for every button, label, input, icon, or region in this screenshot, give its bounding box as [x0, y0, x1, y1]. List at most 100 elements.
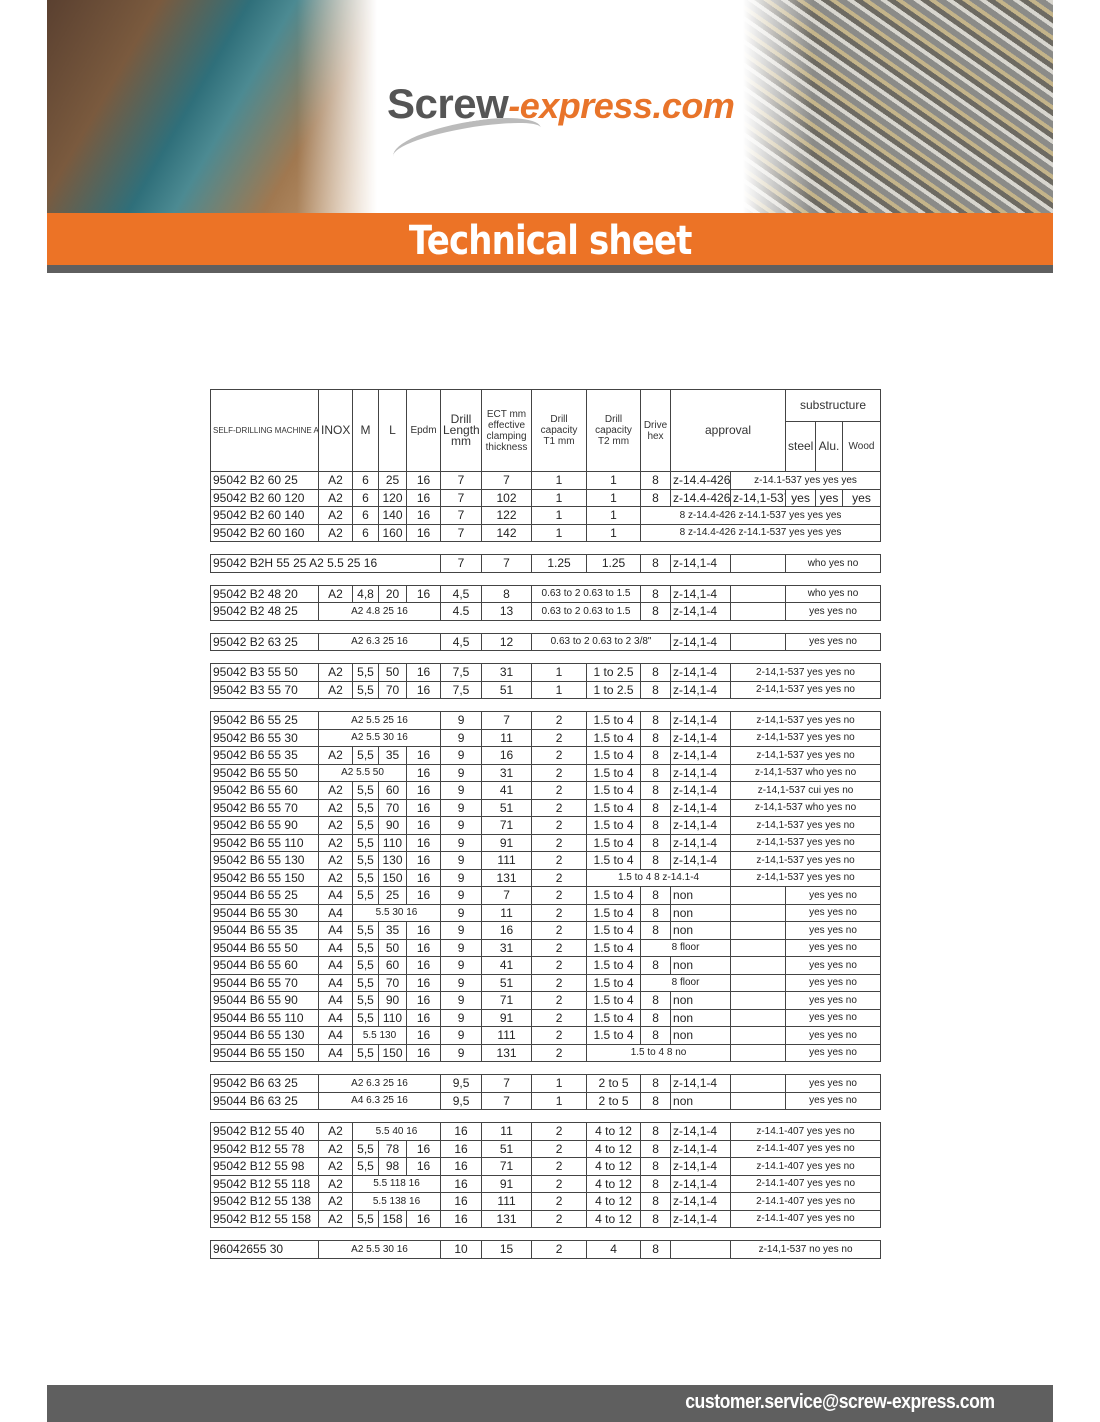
cell-m: 5.5 130 [352, 1026, 407, 1045]
table-row: 96042655 30 A2 5.5 30 16 10 15 2 4 8 z-14,1-537… [210, 1240, 882, 1259]
cell-article-code: 95042 B12 55 138 [210, 1192, 319, 1211]
cell-inox: A2 [318, 1157, 353, 1176]
cell-ect: 51 [481, 798, 533, 817]
cell-drill-t2: 4 [586, 1240, 642, 1259]
cell-l: 130 [378, 851, 407, 870]
cell-approval-2 [730, 602, 786, 621]
cell-drill-t1: 2 [531, 938, 588, 957]
cell-drive: 8 [640, 1209, 672, 1228]
cell-inox: A2 5.5 50 [318, 763, 407, 782]
cell-approval-2: z-14,1-537 yes yes no [730, 833, 882, 852]
cell-article-code: 95042 B6 55 50 [210, 763, 319, 782]
cell-epdm: 16 [405, 991, 442, 1010]
table-row: 95042 B3 55 70 A2 5,5 70 16 7,5 51 1 1 to 2.5 8 z-… [210, 680, 882, 699]
cell-ect: 51 [481, 1139, 533, 1158]
cell-drill-t2: 1.5 to 4 8 no [586, 1043, 732, 1062]
cell-inox: A4 [318, 991, 353, 1010]
cell-drill-t1: 1 [531, 1074, 588, 1093]
cell-m: 5,5 [352, 868, 379, 887]
cell-epdm: 16 [405, 1139, 442, 1158]
cell-article-code: 95042 B6 55 30 [210, 728, 319, 747]
logo-secondary: -express.com [508, 85, 735, 126]
cell-ect: 51 [481, 680, 532, 699]
cell-m: 6 [352, 488, 379, 507]
cell-drive: 8 [640, 711, 672, 730]
cell-drill-t2: 1 to 2.5 [586, 663, 641, 682]
cell-approval: z-14.4-426 [670, 471, 731, 490]
cell-article-code: 95044 B6 55 110 [210, 1008, 319, 1027]
cell-approval: z-14,1-4 [670, 1122, 732, 1141]
cell-drill-t1: 2 [531, 798, 588, 817]
cell-drill-t1: 2 [531, 1174, 588, 1193]
header-alu: Alu. [815, 421, 843, 472]
cell-drive: 8 [640, 471, 671, 490]
cell-inox: A2 [318, 663, 353, 682]
table-row: 95042 B6 55 60 A2 5,5 60 16 9 41 2 1.5 to 4 8 z-14… [210, 781, 882, 800]
cell-drill-t1: 2 [531, 1240, 588, 1259]
cell-l: 140 [378, 506, 407, 525]
cell-m: 5.5 30 16 [351, 903, 442, 922]
cell-approval-2 [730, 921, 787, 940]
table-row: 95042 B2 60 120 A2 6 120 16 7 102 1 1 8 z-14.4-426… [210, 488, 882, 507]
header-t1: Drill capacity T1 mm [531, 389, 587, 472]
table-row: 95042 B6 55 50 A2 5.5 50 16 9 31 2 1.5 to 4 8 z-… [210, 763, 882, 782]
cell-m: 5,5 [352, 663, 379, 682]
table-row: 95042 B12 55 118 A2 5.5 118 16 16 91 2 4 to 12… [210, 1174, 882, 1193]
table-row: 95042 B6 55 90 A2 5,5 90 16 9 71 2 1.5 to 4 8 z-14… [210, 816, 882, 835]
cell-approval-2: z-14,1-537 yes yes no [730, 711, 882, 730]
cell-drill-t1: 1 [531, 506, 587, 525]
cell-drive: 8 [640, 554, 671, 573]
table-row: 95042 B3 55 50 A2 5,5 50 16 7,5 31 1 1 to 2.5 8 z-… [210, 663, 882, 682]
page-title: Technical sheet [408, 218, 692, 264]
cell-approval-2: 2-14,1-537 yes yes no [729, 680, 882, 699]
table-row: 95044 B6 55 110 A4 5,5 110 16 9 91 2 1.5 to 4 8 no… [210, 1008, 882, 1027]
cell-drive: 8 [640, 991, 672, 1010]
cell-m: 5,5 [352, 973, 379, 992]
cell-article-code: 95042 B12 55 78 [210, 1139, 319, 1158]
cell-ect: 71 [481, 1157, 533, 1176]
cell-drill-t1: 2 [531, 816, 588, 835]
cell-inox: A2 [318, 851, 353, 870]
cell-ect: 13 [481, 602, 532, 621]
cell-approval-2 [730, 584, 786, 603]
cell-approval: non [670, 1008, 732, 1027]
cell-drill-t2: 4 to 12 [586, 1157, 642, 1176]
cell-m: 5,5 [352, 798, 379, 817]
cell-drill-t2: 1.5 to 4 8 z-14.1-4 [586, 868, 732, 887]
cell-inox: A2 [318, 781, 353, 800]
contact-email[interactable]: customer.service@screw-express.com [685, 1391, 996, 1413]
cell-article-code: 95042 B6 55 35 [210, 746, 319, 765]
cell-steel: who yes no [785, 584, 881, 603]
title-band: Technical sheet [47, 213, 1053, 265]
cell-inox: A2 6.3 25 16 [317, 632, 442, 651]
cell-m: 5.5 138 16 [351, 1192, 442, 1211]
cell-drill-t1: 2 [531, 746, 588, 765]
cell-inox: A4 [318, 938, 353, 957]
cell-l: 50 [378, 938, 407, 957]
cell-drill-length: 16 [440, 1192, 483, 1211]
cell-drill-t2: 4 to 12 [586, 1174, 642, 1193]
table-row: 95042 B6 55 150 A2 5,5 150 16 9 131 2 1.5 to 4 8… [210, 868, 882, 887]
cell-ect: 7 [481, 554, 532, 573]
cell-approval-2 [730, 991, 787, 1010]
header-article-code: SELF-DRILLING MACHINE ARTICLE CODE [210, 389, 319, 472]
cell-drill-t1: 2 [531, 711, 588, 730]
cell-drill-t1: 2 [531, 956, 588, 975]
cell-approval: z-14,1-4 [670, 1174, 732, 1193]
cell-article-code: 95042 B12 55 118 [210, 1174, 319, 1193]
cell-drill-t1: 2 [531, 728, 588, 747]
cell-approval-2: z-14,1-537 cui yes no [730, 781, 882, 800]
cell-drill-length: 7 [440, 506, 482, 525]
cell-epdm: 16 [406, 506, 441, 525]
cell-approval: z-14,1-4 [670, 728, 732, 747]
table-row: 95042 B12 55 138 A2 5.5 138 16 16 111 2 4 to 1… [210, 1192, 882, 1211]
cell-ect: 7 [481, 886, 533, 905]
cell-drill-t2: 4 to 12 [586, 1209, 642, 1228]
cell-epdm: 16 [405, 886, 442, 905]
cell-steel: yes yes no [785, 956, 882, 975]
cell-steel: yes yes no [785, 991, 882, 1010]
brand-logo: Screw-express.com [387, 80, 735, 128]
cell-drill-t1: 1 [531, 488, 587, 507]
